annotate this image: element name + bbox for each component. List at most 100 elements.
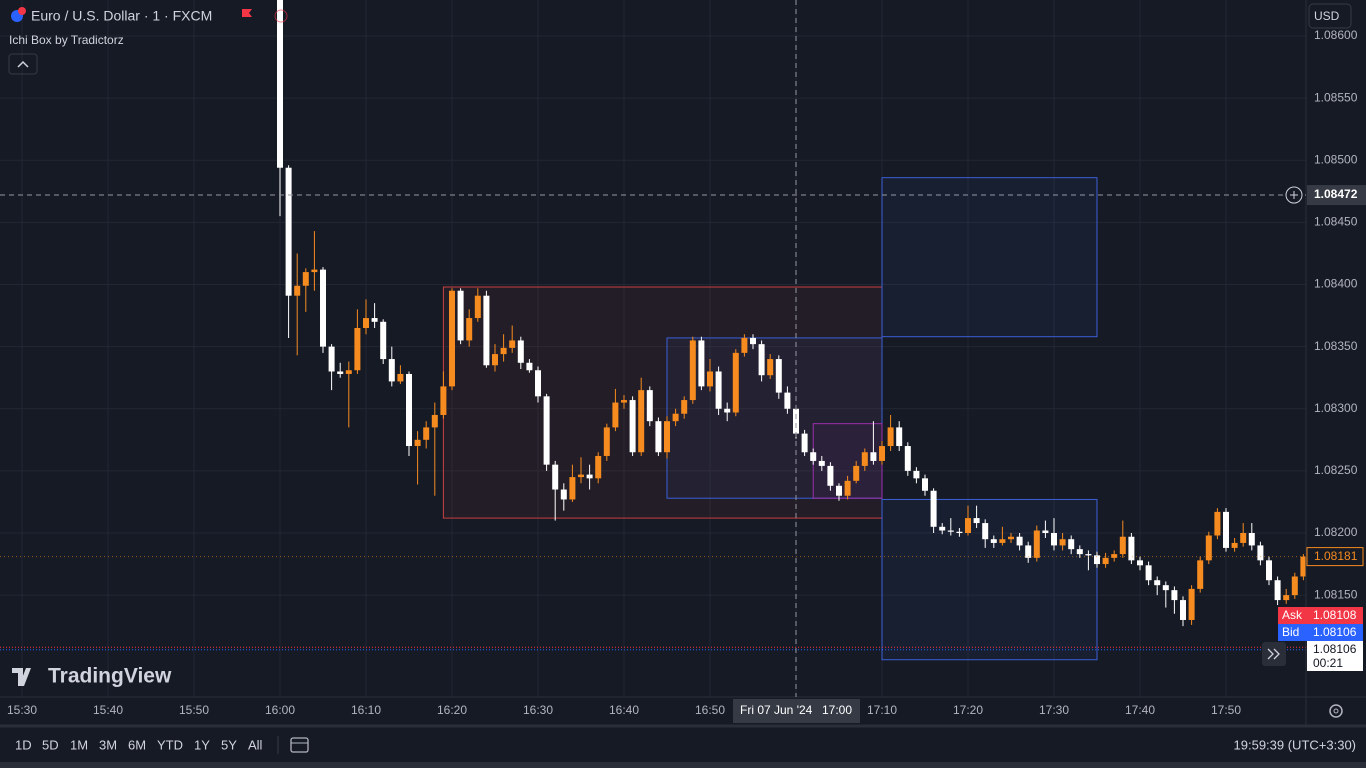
symbol-title: Euro / U.S. Dollar · 1 · FXCM [31, 8, 212, 24]
candle-body [380, 321, 387, 360]
candle-body [853, 465, 860, 481]
x-tick-label: 17:50 [1211, 703, 1241, 717]
symbol-icon [18, 7, 26, 15]
candle-body [328, 346, 335, 372]
candle-body [870, 452, 877, 461]
collapse-button[interactable] [8, 53, 38, 75]
candle-body [517, 340, 524, 363]
currency-button[interactable]: USD [1308, 3, 1352, 29]
x-tick-label: 15:30 [7, 703, 37, 717]
range-button[interactable]: YTD [157, 737, 183, 752]
candle-body [1171, 590, 1178, 601]
candle-body [732, 352, 739, 413]
x-tick-label: 16:40 [609, 703, 639, 717]
candle-body [466, 318, 473, 341]
candle-body [836, 485, 842, 496]
candle-body [1274, 580, 1281, 601]
candle-body [724, 408, 731, 413]
candle-body [1248, 533, 1255, 546]
candle-body [535, 370, 541, 397]
countdown: 00:21 [1313, 656, 1343, 670]
candle-body [1231, 542, 1238, 548]
settings-button[interactable] [1329, 704, 1343, 718]
logo-text: TradingView [48, 665, 172, 688]
candle-body [294, 285, 301, 296]
candle-body [457, 290, 464, 341]
candle-body [1154, 580, 1161, 586]
ask-label: Ask [1282, 608, 1303, 622]
range-button[interactable]: 6M [128, 737, 146, 752]
candle-body [646, 390, 653, 422]
candle-body [990, 539, 997, 543]
y-tick-label: 1.08300 [1314, 401, 1358, 415]
candle-body [1042, 530, 1049, 533]
range-button[interactable]: 1Y [194, 737, 210, 752]
candle-body [672, 413, 679, 422]
candle-body [1068, 539, 1075, 550]
candle-body [345, 370, 352, 374]
candle-body [509, 340, 516, 348]
y-tick-label: 1.08500 [1314, 152, 1358, 166]
candle-body [1283, 595, 1290, 601]
candle-body [982, 523, 989, 540]
range-button[interactable]: 5D [42, 737, 59, 752]
candle-body [1162, 585, 1169, 591]
candle-body [371, 318, 378, 322]
candle-body [664, 421, 670, 453]
candle-body [578, 474, 584, 478]
candle-body [1059, 539, 1066, 546]
crosshair-date-label: Fri 07 Jun '24 [740, 703, 813, 717]
logo-mark [12, 668, 31, 686]
x-tick-label: 17:40 [1125, 703, 1155, 717]
candle-body [397, 373, 404, 382]
candle-body [1257, 545, 1264, 561]
range-button[interactable]: 1M [70, 737, 88, 752]
candle-body [707, 371, 713, 387]
candle-body [887, 427, 894, 447]
candle-body [956, 531, 963, 533]
x-tick-label: 16:00 [265, 703, 295, 717]
candle-body [767, 359, 774, 376]
scroll-right-button[interactable] [1262, 642, 1286, 666]
x-tick-label: 15:40 [93, 703, 123, 717]
candle-body [1137, 560, 1143, 566]
candle-body [449, 290, 455, 387]
candle-body [431, 414, 438, 428]
candle-body [758, 344, 765, 376]
x-tick-label: 15:50 [179, 703, 209, 717]
candle-body [1102, 557, 1109, 565]
candle-body [1180, 600, 1186, 620]
candle-body [879, 446, 885, 461]
candle-body [973, 518, 980, 524]
x-tick-label: 16:20 [437, 703, 467, 717]
date-range-button[interactable] [290, 737, 309, 753]
candle-body [560, 489, 567, 500]
crosshair-time-box [733, 699, 860, 723]
crosshair-time-label: 17:00 [822, 703, 852, 717]
candle-body [655, 421, 662, 453]
candle-body [1025, 545, 1032, 558]
candle-body [1223, 511, 1229, 548]
x-tick-label: 17:20 [953, 703, 983, 717]
candle-body [1214, 511, 1221, 536]
candle-body [965, 518, 971, 533]
candle-body [775, 359, 782, 393]
candle-body [1266, 560, 1272, 581]
candle-body [629, 400, 636, 453]
last-price-box [1306, 547, 1364, 567]
range-button[interactable]: 5Y [221, 737, 237, 752]
candle-body [681, 400, 688, 414]
candle-body [750, 337, 756, 345]
range-button[interactable]: All [248, 737, 263, 752]
candle-body [311, 269, 318, 273]
candle-body [423, 427, 430, 440]
candle-body [939, 526, 946, 531]
candle-body [1291, 576, 1298, 596]
range-button[interactable]: 3M [99, 737, 117, 752]
candle-body [913, 470, 920, 479]
candle-body [569, 477, 576, 500]
range-button[interactable]: 1D [15, 737, 32, 752]
candle-body [947, 530, 954, 532]
plot-area [0, 0, 1306, 661]
